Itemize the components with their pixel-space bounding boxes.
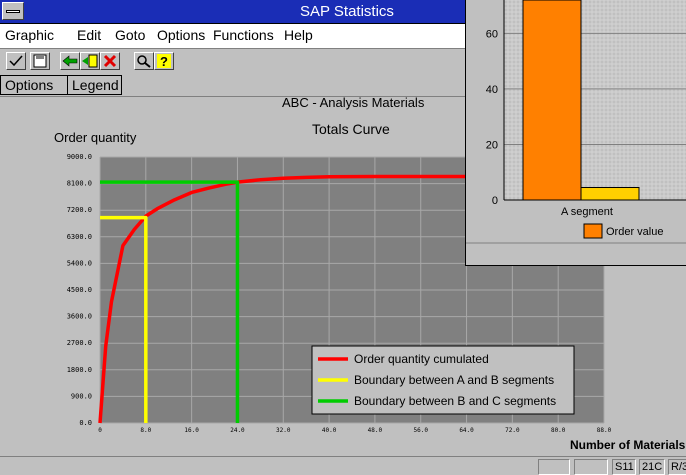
x-tick-label: 72.0 [505,427,520,434]
status-bar: S11 21C R/3 [0,456,686,475]
tab-legend[interactable]: Legend [67,75,122,95]
x-tick-label: 48.0 [368,427,383,434]
bar-y-tick-label: 0 [492,195,498,207]
chart-subtitle: Totals Curve [312,121,390,137]
find-icon-glyph [137,55,151,68]
y-tick-label: 7200.0 [67,206,92,214]
x-tick-label: 16.0 [184,427,199,434]
cancel-icon-glyph [103,54,117,68]
legend-entry: Boundary between A and B segments [354,373,554,387]
menu-edit[interactable]: Edit [77,27,102,43]
help-icon[interactable]: ? [154,52,174,70]
window-title: SAP Statistics [300,3,394,20]
legend-box [311,345,575,415]
y-tick-label: 9000.0 [67,153,92,161]
legend-entry: Boundary between B and C segments [354,394,556,408]
x-axis-label: Number of Materials [570,438,686,452]
x-tick-label: 40.0 [322,427,337,434]
legend-entry: Order quantity cumulated [354,352,489,366]
check-icon[interactable] [6,52,26,70]
order-value-bar [522,0,582,201]
x-tick-label: 88.0 [597,427,612,434]
exit-icon-glyph [82,54,98,68]
bar-legend-swatch [583,223,603,239]
x-tick-label: 32.0 [276,427,291,434]
system-menu-button[interactable] [2,2,24,20]
status-field-1 [538,459,570,475]
y-tick-label: 2700.0 [67,339,92,347]
y-tick-label: 3600.0 [67,313,92,321]
x-tick-label: 24.0 [230,427,245,434]
status-client: 21C [639,459,665,475]
totals-curve-chart: ABC - Analysis Materials Totals Curve Or… [54,95,686,452]
save-icon-glyph [33,54,47,68]
status-release: R/3 [668,459,686,475]
bar-category-label: A segment [561,206,613,218]
segment-chart-window: 0 20 40 60 A segment Order value [465,0,686,266]
order-quantity-line [98,174,478,424]
find-icon[interactable] [134,52,154,70]
check-icon-glyph [9,55,23,67]
tab-options[interactable]: Options [0,75,68,95]
y-tick-label: 4500.0 [67,286,92,294]
status-system: S11 [612,459,636,475]
y-tick-label: 0.0 [79,419,92,427]
help-icon-glyph: ? [157,54,171,69]
y-tick-label: 5400.0 [67,259,92,267]
y-tick-label: 1800.0 [67,366,92,374]
back-icon-glyph [62,55,78,67]
x-tick-label: 0 [98,427,102,434]
x-tick-label: 8.0 [140,427,151,434]
bc-boundary-line [100,180,240,423]
exit-icon[interactable] [80,52,100,70]
menu-help[interactable]: Help [284,27,313,43]
menu-goto[interactable]: Goto [115,27,146,43]
menu-functions[interactable]: Functions [213,27,274,43]
back-icon[interactable] [60,52,80,70]
chart-heading: ABC - Analysis Materials [282,97,425,110]
y-tick-label: 8100.0 [67,180,92,188]
y-axis-label: Order quantity [54,130,137,145]
svg-text:?: ? [160,54,168,69]
segment-bar-chart: 0 20 40 60 A segment Order value [466,0,686,244]
graphic-area: ABC - Analysis Materials Totals Curve Or… [0,95,686,457]
y-tick-label: 900.0 [71,392,92,400]
status-field-2 [574,459,608,475]
y-tick-label: 6300.0 [67,233,92,241]
menu-graphic[interactable]: Graphic [5,27,55,43]
bar-y-tick-label: 20 [486,139,498,151]
x-tick-label: 64.0 [459,427,474,434]
bar-y-tick-label: 60 [486,28,498,40]
menu-options[interactable]: Options [157,27,206,43]
save-icon[interactable] [30,52,50,70]
x-tick-label: 80.0 [551,427,566,434]
ab-boundary-line [100,215,148,423]
bar-y-tick-label: 40 [486,84,498,96]
secondary-bar [580,187,640,201]
bar-legend-entry: Order value [606,226,663,238]
cancel-icon[interactable] [100,52,120,70]
x-tick-label: 56.0 [414,427,429,434]
